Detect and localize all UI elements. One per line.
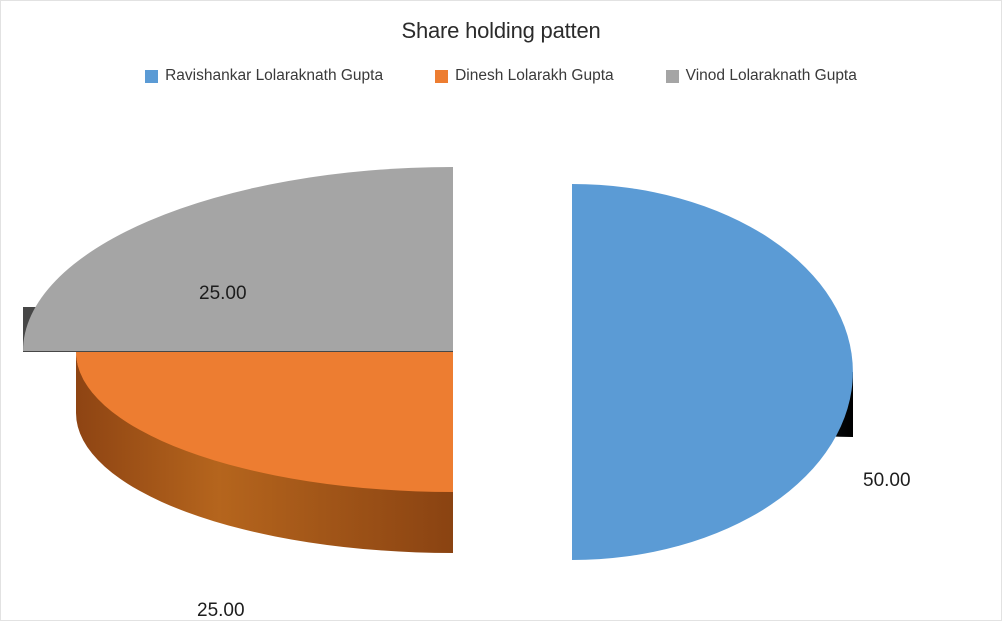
pie-chart-graphic [23,167,853,560]
chart-title: Share holding patten [401,18,601,43]
pie-slice-dinesh-side [76,351,453,553]
legend-swatch-icon [435,69,449,83]
legend-item-vinod[interactable]: Vinod Lolaraknath Gupta [665,67,857,85]
pie-slice-dinesh-top [76,352,453,492]
legend-item-label: Vinod Lolaraknath Gupta [685,67,857,84]
legend-swatch-icon [145,69,159,83]
legend-item-label: Ravishankar Lolaraknath Gupta [165,67,384,84]
legend-item-ravishankar[interactable]: Ravishankar Lolaraknath Gupta [145,67,383,85]
legend-item-label: Dinesh Lolarakh Gupta [455,67,614,84]
plot-area: 25.00 25.00 50.00 [1,101,1001,621]
chart-legend: Ravishankar Lolaraknath Gupta Dinesh Lol… [1,67,1001,85]
pie-slice-vinod-top [23,167,453,351]
data-label-vinod: 25.00 [199,283,247,304]
data-label-ravishankar: 50.00 [863,470,911,491]
legend-item-dinesh[interactable]: Dinesh Lolarakh Gupta [435,67,614,85]
legend-swatch-icon [665,69,679,83]
pie-slice-ravishankar-top [572,184,853,560]
data-label-dinesh: 25.00 [197,600,245,621]
